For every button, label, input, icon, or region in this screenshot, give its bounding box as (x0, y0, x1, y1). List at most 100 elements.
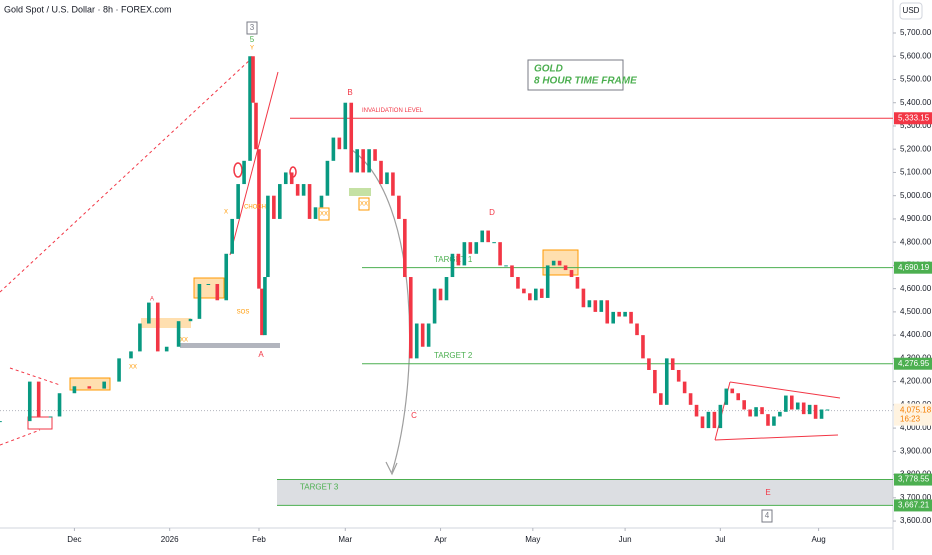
candle (0, 421, 2, 423)
candle (819, 409, 824, 419)
price-tag (894, 261, 932, 274)
candle (197, 283, 202, 319)
level-label: INVALIDATION LEVEL (362, 108, 424, 114)
y-tick-label: 5,400.00 (900, 98, 932, 107)
candle (331, 137, 336, 161)
target-zone (277, 479, 893, 506)
trendline (9, 367, 61, 386)
currency-box (899, 2, 923, 20)
candle (653, 369, 657, 394)
wave-label: XX (360, 202, 368, 208)
wave-label: X (224, 210, 228, 216)
candle (289, 172, 294, 185)
wave-label: Y (250, 46, 254, 52)
candle (57, 393, 62, 417)
candle (72, 386, 77, 394)
candle (801, 402, 806, 415)
candle (474, 242, 479, 254)
candle (379, 160, 383, 185)
candle (450, 253, 455, 278)
candle (807, 404, 812, 415)
triangle-line (729, 381, 841, 399)
candle (784, 395, 788, 412)
wave-label: 4 (765, 511, 770, 520)
wave-label: CHOCH (244, 205, 266, 211)
candle (736, 393, 741, 401)
wave-label: E (765, 488, 770, 497)
candle (551, 260, 556, 266)
price-tag-label: 4,075.18 (900, 406, 932, 415)
candle (563, 265, 568, 271)
candle (444, 277, 449, 301)
y-tick-label: 3,900.00 (900, 446, 932, 455)
candle (87, 386, 92, 389)
chart-title: Gold Spot / U.S. Dollar · 8h · FOREX.com (4, 4, 172, 14)
trendline (0, 429, 41, 446)
candle (355, 149, 359, 173)
candle (778, 411, 782, 417)
y-tick-label: 5,600.00 (900, 51, 932, 60)
candle (516, 277, 520, 289)
wave-label: D (489, 208, 495, 217)
wave-label: SOS (237, 310, 250, 316)
candle (760, 407, 764, 415)
y-tick-label: 3,600.00 (900, 516, 932, 525)
candle (224, 253, 229, 301)
candle (301, 184, 306, 196)
candle (605, 300, 610, 324)
label-box (246, 21, 258, 35)
candle (295, 184, 300, 196)
candle (599, 300, 604, 312)
x-tick-label: May (525, 535, 540, 544)
y-tick-label: 4,200.00 (900, 377, 932, 386)
wave-label: XX (129, 365, 137, 371)
candle (629, 311, 633, 324)
y-tick-label: 4,800.00 (900, 237, 932, 246)
candle (742, 400, 746, 410)
label-box (318, 207, 330, 221)
candle (617, 311, 621, 317)
x-tick-label: Feb (252, 535, 266, 544)
candle (164, 346, 169, 352)
candle (647, 358, 651, 370)
zone-box (27, 416, 53, 430)
candle (712, 411, 717, 429)
price-tag (894, 473, 932, 486)
candle (367, 149, 371, 173)
x-tick-label: Jul (715, 535, 725, 544)
candle (251, 56, 255, 103)
candle (36, 381, 41, 417)
wave-label: XX (180, 338, 188, 344)
candle (438, 288, 443, 301)
candle (337, 137, 342, 150)
arrow-head (385, 461, 398, 476)
countdown: 16:23 (900, 415, 921, 424)
candle (188, 318, 193, 322)
candle (682, 381, 687, 394)
candle (593, 300, 598, 312)
y-tick-label: 3,700.00 (900, 493, 932, 502)
candle (266, 195, 270, 278)
candle (754, 407, 758, 417)
candle (397, 195, 401, 219)
candle (766, 414, 770, 426)
candle (391, 172, 395, 196)
y-tick-label: 5,000.00 (900, 191, 932, 200)
candle (260, 288, 264, 336)
candle (581, 288, 586, 308)
candle (319, 195, 324, 208)
candle (278, 184, 282, 219)
candle (117, 358, 121, 382)
candle (248, 56, 252, 161)
trendline (229, 71, 279, 256)
x-tick-label: Jun (619, 535, 632, 544)
label-box (358, 197, 370, 211)
price-tag-label: 3,778.55 (898, 475, 930, 484)
candle (343, 102, 348, 150)
price-tag-label: 4,690.19 (898, 263, 930, 272)
wave-label: C (411, 411, 417, 420)
candle (102, 381, 106, 389)
candle (694, 404, 699, 417)
price-tag (894, 112, 932, 125)
